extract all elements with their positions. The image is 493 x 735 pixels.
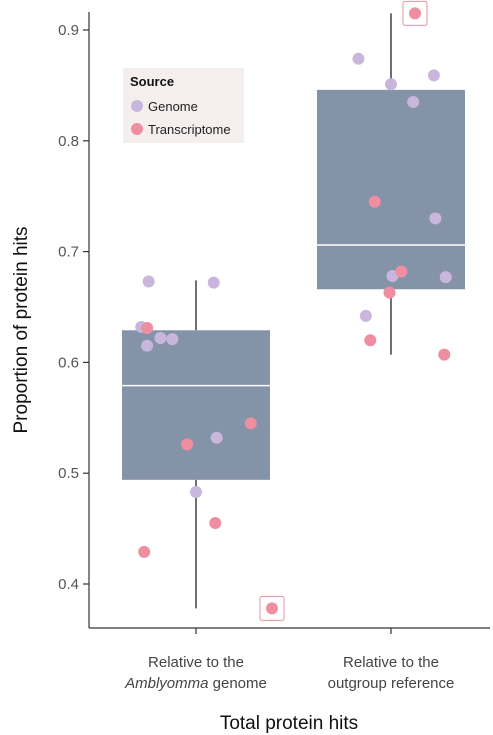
plot-area bbox=[122, 0, 465, 621]
y-tick-label-3: 0.7 bbox=[58, 244, 79, 261]
data-point-genome-1 bbox=[141, 339, 154, 352]
legend-background bbox=[123, 68, 244, 143]
data-point-transcriptome-8 bbox=[141, 322, 154, 335]
legend: Source Genome Transcriptome bbox=[123, 68, 244, 143]
data-point-transcriptome-10 bbox=[244, 417, 257, 430]
data-point-transcriptome-23 bbox=[383, 286, 396, 299]
x-category-label-line1-1: Relative to the bbox=[343, 654, 439, 671]
data-point-transcriptome-25 bbox=[438, 348, 451, 361]
y-tick-label-1: 0.5 bbox=[58, 465, 79, 482]
y-axis-title: Proportion of protein hits bbox=[11, 226, 32, 433]
data-point-genome-7 bbox=[190, 486, 202, 499]
legend-title: Source bbox=[130, 74, 174, 89]
data-point-genome-20 bbox=[359, 309, 372, 322]
data-point-transcriptome-24 bbox=[364, 334, 377, 347]
data-point-genome-2 bbox=[142, 275, 155, 288]
data-point-genome-6 bbox=[210, 431, 223, 444]
data-point-genome-17 bbox=[429, 212, 442, 225]
x-category-rest-part-0: genome bbox=[208, 675, 266, 692]
x-category-label-line1-0: Relative to the bbox=[148, 654, 244, 671]
y-tick-label-0: 0.4 bbox=[58, 576, 79, 593]
data-point-genome-3 bbox=[154, 332, 167, 345]
x-category-rest-part-1: outgroup reference bbox=[328, 675, 455, 692]
data-point-genome-13 bbox=[352, 52, 365, 65]
box-0 bbox=[122, 330, 270, 480]
outlier-point-0 bbox=[266, 602, 278, 615]
legend-transcriptome-swatch bbox=[131, 123, 143, 135]
data-point-genome-16 bbox=[427, 69, 440, 82]
data-point-transcriptome-22 bbox=[395, 265, 408, 278]
legend-genome-label: Genome bbox=[148, 99, 198, 114]
y-tick-label-5: 0.9 bbox=[58, 22, 79, 39]
data-point-genome-19 bbox=[386, 269, 399, 282]
x-category-label-line2-1: outgroup reference bbox=[328, 675, 455, 692]
legend-transcriptome-label: Transcriptome bbox=[148, 122, 231, 137]
data-point-transcriptome-21 bbox=[368, 195, 381, 208]
data-point-genome-18 bbox=[439, 271, 452, 284]
data-point-genome-15 bbox=[407, 96, 420, 109]
x-category-label-line2-0: Amblyomma genome bbox=[124, 675, 267, 692]
data-point-genome-5 bbox=[207, 276, 220, 289]
data-point-genome-14 bbox=[385, 78, 397, 91]
x-axis-title: Total protein hits bbox=[220, 713, 358, 734]
y-tick-label-4: 0.8 bbox=[58, 133, 79, 150]
data-point-transcriptome-9 bbox=[181, 438, 194, 451]
outlier-point-1 bbox=[409, 7, 421, 20]
x-category-italic-part-0: Amblyomma bbox=[124, 675, 208, 692]
box-1 bbox=[317, 89, 465, 290]
legend-genome-swatch bbox=[131, 100, 143, 112]
data-point-transcriptome-11 bbox=[209, 517, 222, 530]
y-tick-label-2: 0.6 bbox=[58, 354, 79, 371]
data-point-genome-4 bbox=[166, 333, 179, 346]
data-point-transcriptome-12 bbox=[138, 545, 151, 558]
axes: 0.4 0.5 0.6 0.7 0.8 0.9 Relative to the Amblyom… bbox=[58, 12, 490, 692]
